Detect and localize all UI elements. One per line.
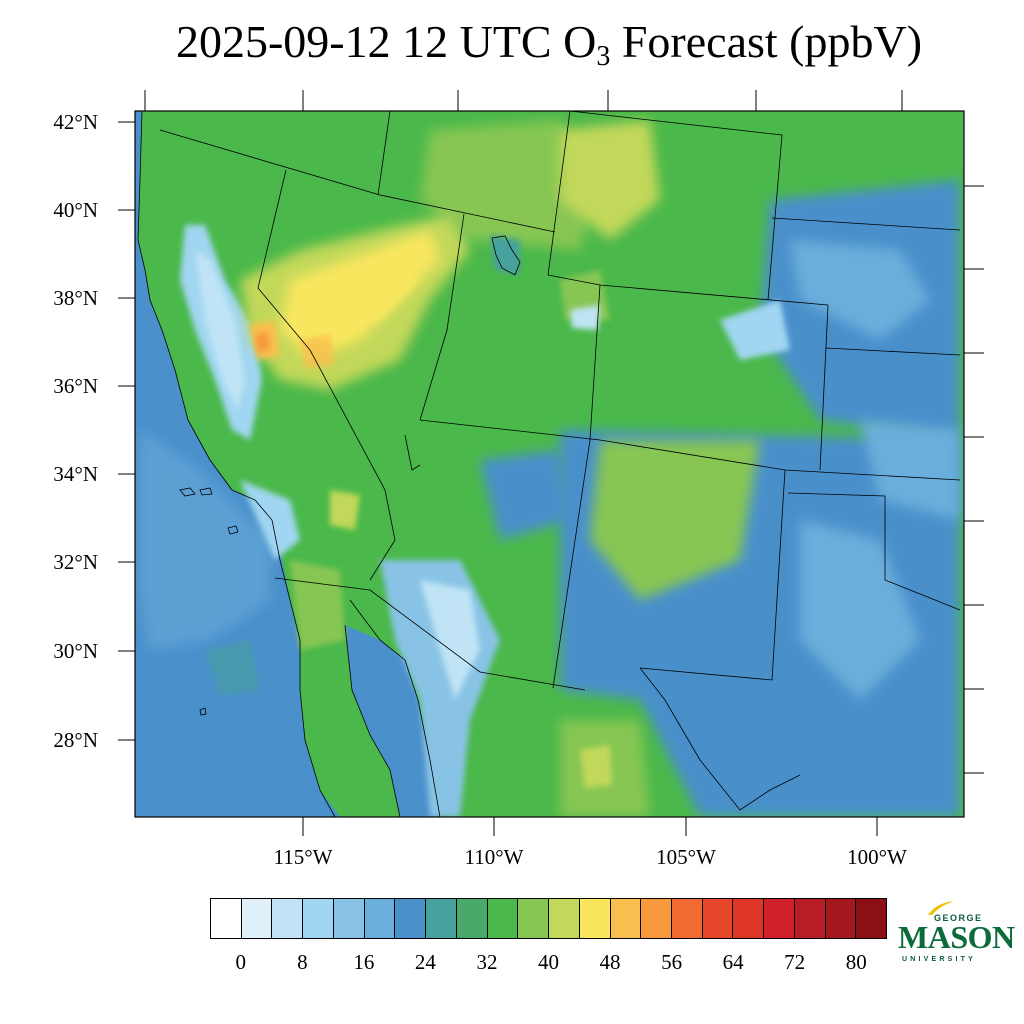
colorbar-swatch <box>272 899 304 938</box>
colorbar-swatch <box>672 899 703 938</box>
great-salt-lake <box>491 235 521 276</box>
lat-label: 38°N <box>53 286 98 310</box>
logo-swoosh-icon <box>928 901 954 915</box>
colorbar-swatch <box>333 899 365 938</box>
gmu-logo: GEORGE MASON UNIVERSITY <box>898 900 1015 970</box>
colorbar-swatch <box>702 899 734 938</box>
colorbar-swatch <box>395 899 427 938</box>
colorbar-swatch <box>794 899 826 938</box>
colorbar-tick-label: 56 <box>661 950 683 974</box>
colorbar-swatch <box>641 899 673 938</box>
logo-line-university: UNIVERSITY <box>902 956 977 963</box>
colorbar-tick-label: 80 <box>845 950 867 974</box>
colorbar-swatch <box>764 899 795 938</box>
colorbar-swatch <box>518 899 550 938</box>
colorbar-swatch <box>856 899 887 938</box>
colorbar-swatch <box>426 899 457 938</box>
map-title: 2025-09-12 12 UTC O3 Forecast (ppbV) <box>175 16 923 72</box>
colorbar-tick-label: 16 <box>353 950 375 974</box>
colorbar-tick-label: 0 <box>235 950 247 974</box>
colorbar-swatch <box>825 899 857 938</box>
lat-label: 36°N <box>53 374 98 398</box>
colorbar-tick-label: 8 <box>297 950 308 974</box>
political-boundaries <box>137 111 961 817</box>
colorbar-swatch <box>456 899 488 938</box>
map-frame <box>134 110 965 818</box>
colorbar-swatch <box>241 899 273 938</box>
axis-ticks <box>118 90 984 836</box>
lon-label: 110°W <box>464 845 524 869</box>
logo-line-mason: MASON <box>898 919 1015 955</box>
lat-label: 40°N <box>53 198 98 222</box>
lat-label: 34°N <box>53 462 98 486</box>
colorbar-swatch <box>549 899 580 938</box>
colorbar-swatch <box>610 899 642 938</box>
lat-label: 42°N <box>53 110 98 134</box>
colorbar-tick-label: 32 <box>476 950 498 974</box>
colorbar-tick-label: 72 <box>784 950 806 974</box>
colorbar-swatch <box>487 899 519 938</box>
lon-label: 115°W <box>273 845 333 869</box>
colorbar-tick-label: 64 <box>722 950 744 974</box>
colorbar-tick-label: 40 <box>538 950 559 974</box>
colorbar-tick-label: 48 <box>599 950 621 974</box>
lat-label: 32°N <box>53 550 98 574</box>
logo-line-george: GEORGE <box>934 913 983 923</box>
lat-label: 30°N <box>53 639 98 663</box>
lon-label: 105°W <box>656 845 716 869</box>
colorbar-tick-label: 24 <box>414 950 436 974</box>
colorbar-swatch <box>211 899 242 938</box>
colorbar-swatch <box>364 899 396 938</box>
channel-islands <box>179 487 196 497</box>
peak-ozone <box>255 332 270 352</box>
colorbar-swatch <box>733 899 765 938</box>
colorbar-swatch <box>303 899 334 938</box>
colorbar <box>210 898 887 939</box>
colorbar-swatch <box>579 899 611 938</box>
ozone-field <box>135 111 964 817</box>
lon-label: 100°W <box>847 845 907 869</box>
gulf-of-california-field <box>345 625 440 817</box>
lat-label: 28°N <box>53 728 98 752</box>
